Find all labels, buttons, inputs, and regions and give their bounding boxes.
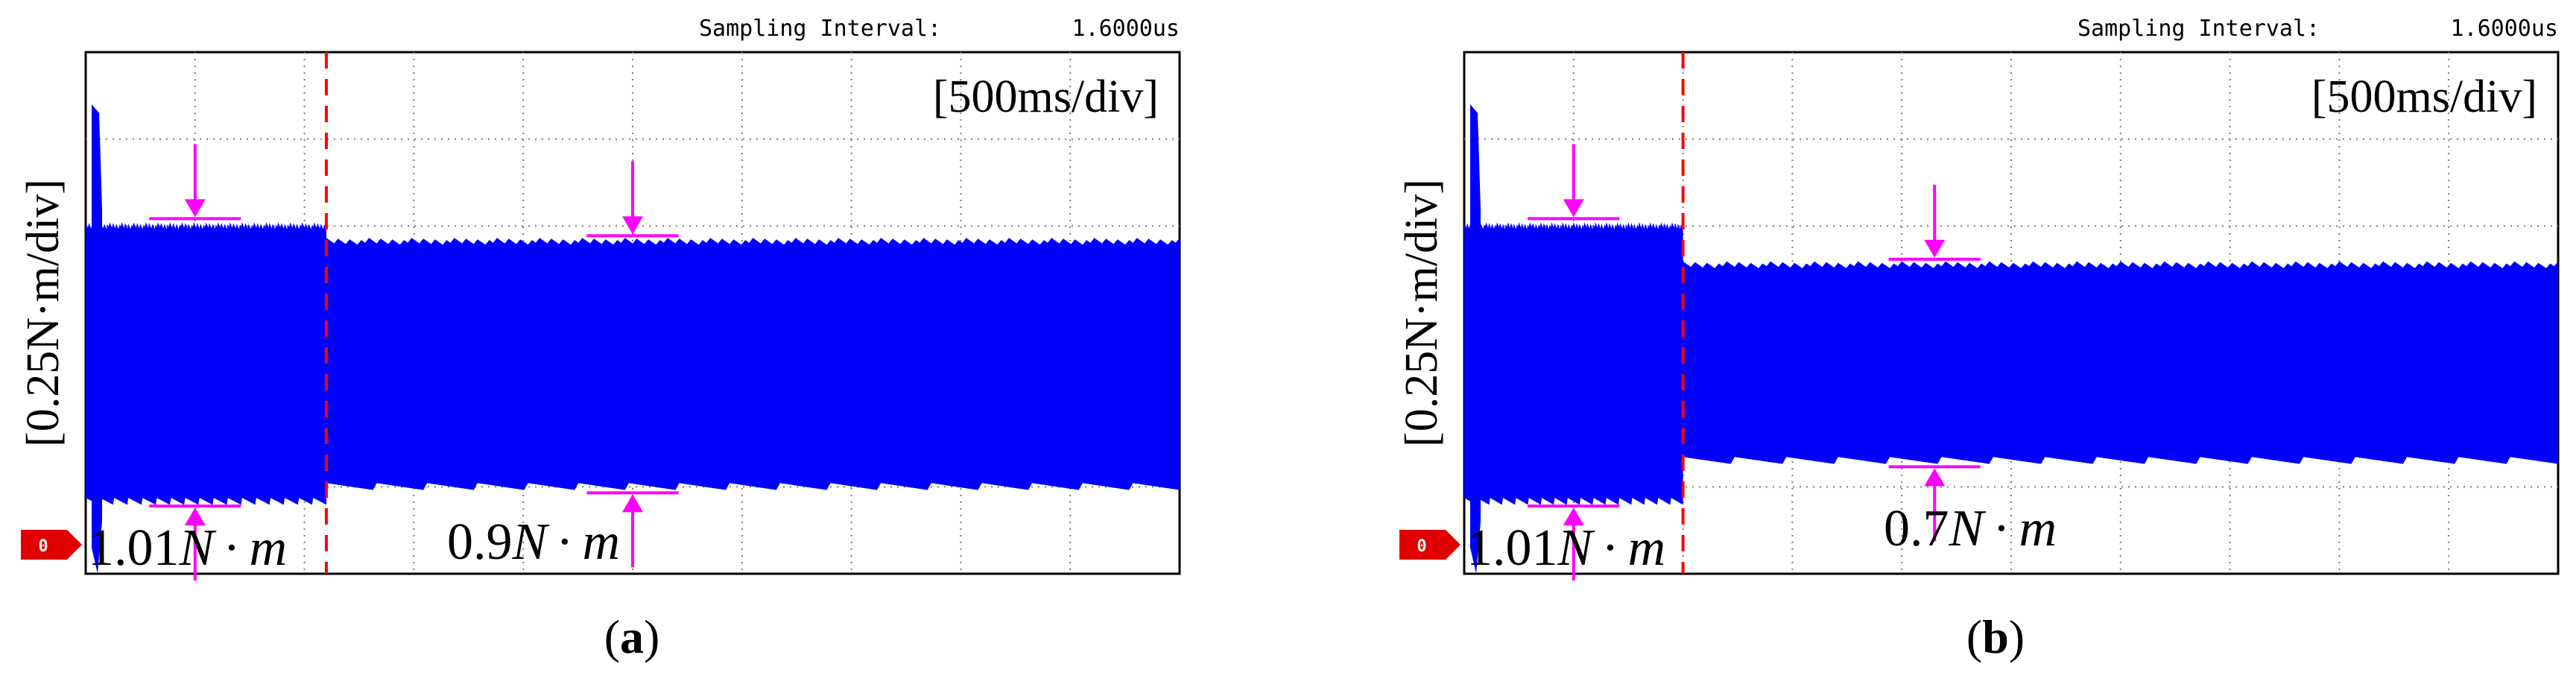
sampling-interval-value-a: 1.6000us <box>1072 16 1180 42</box>
marker-bottom-arrowhead <box>184 507 206 526</box>
sampling-interval-label-a: Sampling Interval: <box>699 16 941 42</box>
marker-top-arrowhead <box>1924 239 1946 258</box>
ripple-markers-a <box>149 144 679 581</box>
torque-signal-b <box>1464 104 2558 574</box>
panel-caption-a: (a) <box>604 610 660 663</box>
y-axis-scale-label-b: [0.25N·m/div] <box>1396 179 1447 447</box>
y-axis-scale-label-a: [0.25N·m/div] <box>18 179 69 447</box>
zero-marker-a: 0 <box>21 530 82 560</box>
svg-text:0: 0 <box>38 537 48 556</box>
sampling-interval-label-b: Sampling Interval: <box>2077 16 2320 42</box>
time-scale-label-a: [500ms/div] <box>933 72 1159 122</box>
marker-top-arrowhead <box>622 216 643 235</box>
torque-signal-a <box>86 104 1180 574</box>
svg-text:0: 0 <box>1417 537 1426 556</box>
marker-bottom-arrowhead <box>1563 507 1584 526</box>
right-ripple-label-b: 0.7N · m <box>1884 500 2057 557</box>
marker-top-arrowhead <box>1563 199 1584 218</box>
marker-bottom-arrowhead <box>622 494 643 513</box>
panel-caption-b: (b) <box>1966 610 2025 663</box>
marker-bottom-arrowhead <box>1924 468 1946 487</box>
signal-band-before <box>1464 222 1683 505</box>
marker-top-arrowhead <box>184 199 206 218</box>
zero-marker-b: 0 <box>1399 530 1461 560</box>
left-ripple-label-b: 1.01N · m <box>1466 519 1665 577</box>
signal-band-before <box>86 222 326 505</box>
ripple-markers-b <box>1528 144 1981 581</box>
panel-b: Sampling Interval: 1.6000us [500ms/div] … <box>1396 16 2560 663</box>
startup-transient <box>92 104 102 574</box>
startup-transient <box>1470 104 1481 574</box>
panel-a: Sampling Interval: 1.6000us [500ms/div] … <box>18 16 1181 663</box>
signal-band-after <box>326 238 1180 490</box>
signal-band-after <box>1683 261 2558 464</box>
time-scale-label-b: [500ms/div] <box>2311 72 2537 122</box>
sampling-interval-value-b: 1.6000us <box>2451 16 2559 42</box>
right-ripple-label-a: 0.9N · m <box>447 513 620 571</box>
left-ripple-label-a: 1.01N · m <box>88 519 287 577</box>
